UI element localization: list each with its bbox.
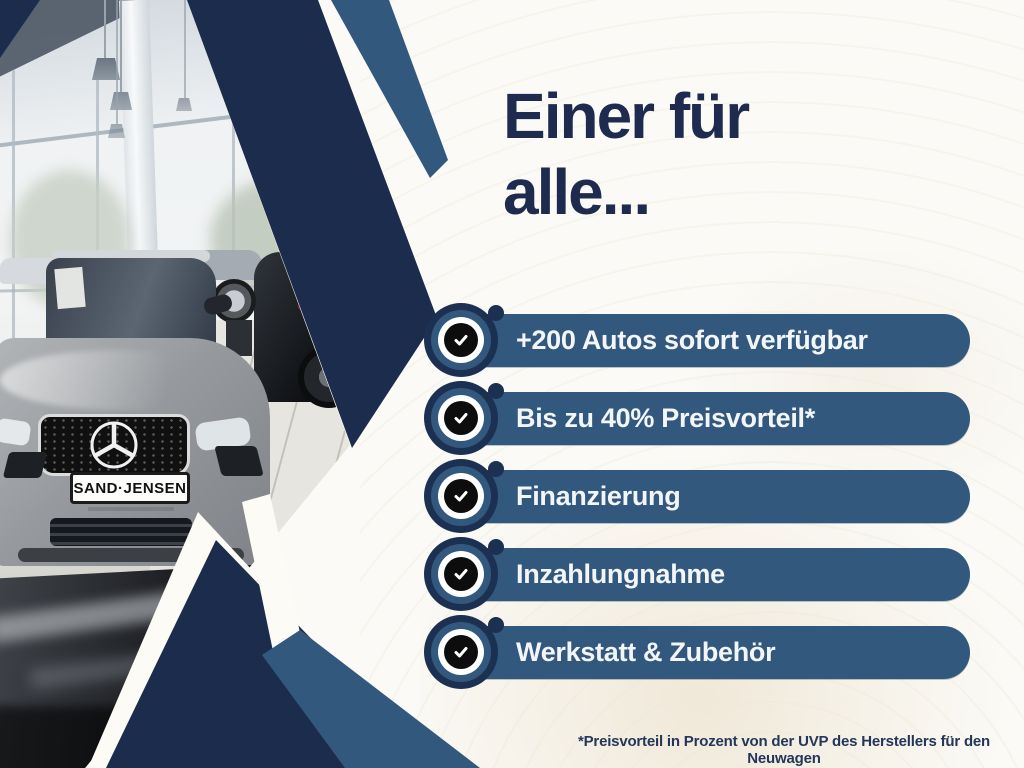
lamp-stem — [116, 0, 118, 124]
plate-dealer-line — [88, 507, 174, 511]
feature-label: Finanzierung — [516, 481, 681, 511]
feature-label: Inzahlungnahme — [516, 559, 725, 589]
white-slash-inner — [242, 494, 302, 656]
license-plate: SAND·JENSEN — [70, 472, 190, 504]
blue-ribbon-lower — [262, 630, 480, 768]
window-mullion — [12, 70, 15, 540]
feature-pill-trade-in[interactable]: Inzahlungnahme — [448, 548, 970, 601]
accent-dot — [488, 617, 504, 633]
feature-pill-financing[interactable]: Finanzierung — [448, 470, 970, 523]
accent-dot — [488, 305, 504, 321]
check-badge — [424, 381, 498, 455]
lamp-stem — [184, 0, 186, 98]
accent-dot — [488, 539, 504, 555]
lamp-stem — [104, 0, 106, 58]
check-icon — [444, 323, 478, 357]
check-icon — [444, 635, 478, 669]
check-badge — [424, 615, 498, 689]
feature-label: +200 Autos sofort verfügbar — [516, 325, 868, 355]
feature-pill-availability[interactable]: +200 Autos sofort verfügbar — [448, 314, 970, 367]
lamp-stem — [120, 0, 122, 92]
check-badge — [424, 459, 498, 533]
blue-ribbon-upper — [331, 0, 448, 178]
navy-ribbon-upper — [187, 0, 437, 448]
check-icon — [444, 401, 478, 435]
check-icon — [444, 557, 478, 591]
license-plate-text: SAND·JENSEN — [73, 479, 187, 497]
disclaimer-text: *Preisvorteil in Prozent von der UVP des… — [577, 733, 991, 767]
headline-line-1: Einer für — [503, 80, 750, 152]
bumper-slats — [50, 518, 192, 546]
pendant-lamp — [92, 58, 120, 80]
check-badge — [424, 537, 498, 611]
page-title: Einer für alle... — [503, 78, 983, 230]
accent-dot — [488, 383, 504, 399]
check-icon — [444, 479, 478, 513]
pendant-lamp — [176, 98, 192, 111]
feature-pill-workshop[interactable]: Werkstatt & Zubehör — [448, 626, 970, 679]
feature-pill-discount[interactable]: Bis zu 40% Preisvorteil* — [448, 392, 970, 445]
accent-dot — [488, 461, 504, 477]
mercedes-star-icon — [90, 421, 138, 469]
pendant-lamp — [108, 124, 125, 138]
headline-line-2: alle... — [503, 156, 651, 228]
hood-reflection — [0, 350, 240, 410]
corner-triangle — [0, 0, 40, 58]
feature-label: Werkstatt & Zubehör — [516, 637, 776, 667]
pendant-lamp — [110, 92, 132, 110]
feature-label: Bis zu 40% Preisvorteil* — [516, 403, 815, 433]
check-badge — [424, 303, 498, 377]
